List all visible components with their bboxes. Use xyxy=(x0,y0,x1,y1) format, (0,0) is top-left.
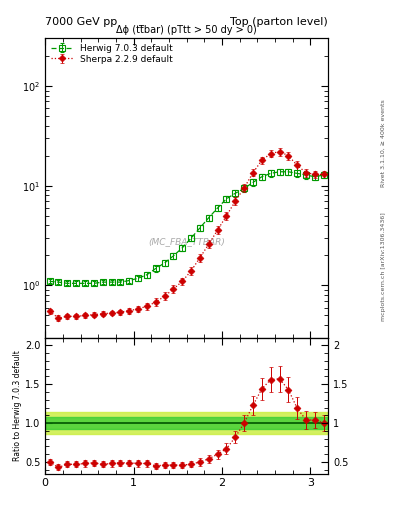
Y-axis label: Ratio to Herwig 7.0.3 default: Ratio to Herwig 7.0.3 default xyxy=(13,350,22,461)
Text: (MC_FBA_TTBAR): (MC_FBA_TTBAR) xyxy=(148,238,225,246)
Text: 7000 GeV pp: 7000 GeV pp xyxy=(45,16,118,27)
Text: Rivet 3.1.10, ≥ 400k events: Rivet 3.1.10, ≥ 400k events xyxy=(381,99,386,187)
Text: mcplots.cern.ch [arXiv:1306.3436]: mcplots.cern.ch [arXiv:1306.3436] xyxy=(381,212,386,321)
Text: Δϕ (tt̅bar) (pTtt > 50 dy > 0): Δϕ (tt̅bar) (pTtt > 50 dy > 0) xyxy=(116,26,257,35)
Legend: Herwig 7.0.3 default, Sherpa 2.2.9 default: Herwig 7.0.3 default, Sherpa 2.2.9 defau… xyxy=(49,42,175,66)
Text: Top (parton level): Top (parton level) xyxy=(230,16,328,27)
